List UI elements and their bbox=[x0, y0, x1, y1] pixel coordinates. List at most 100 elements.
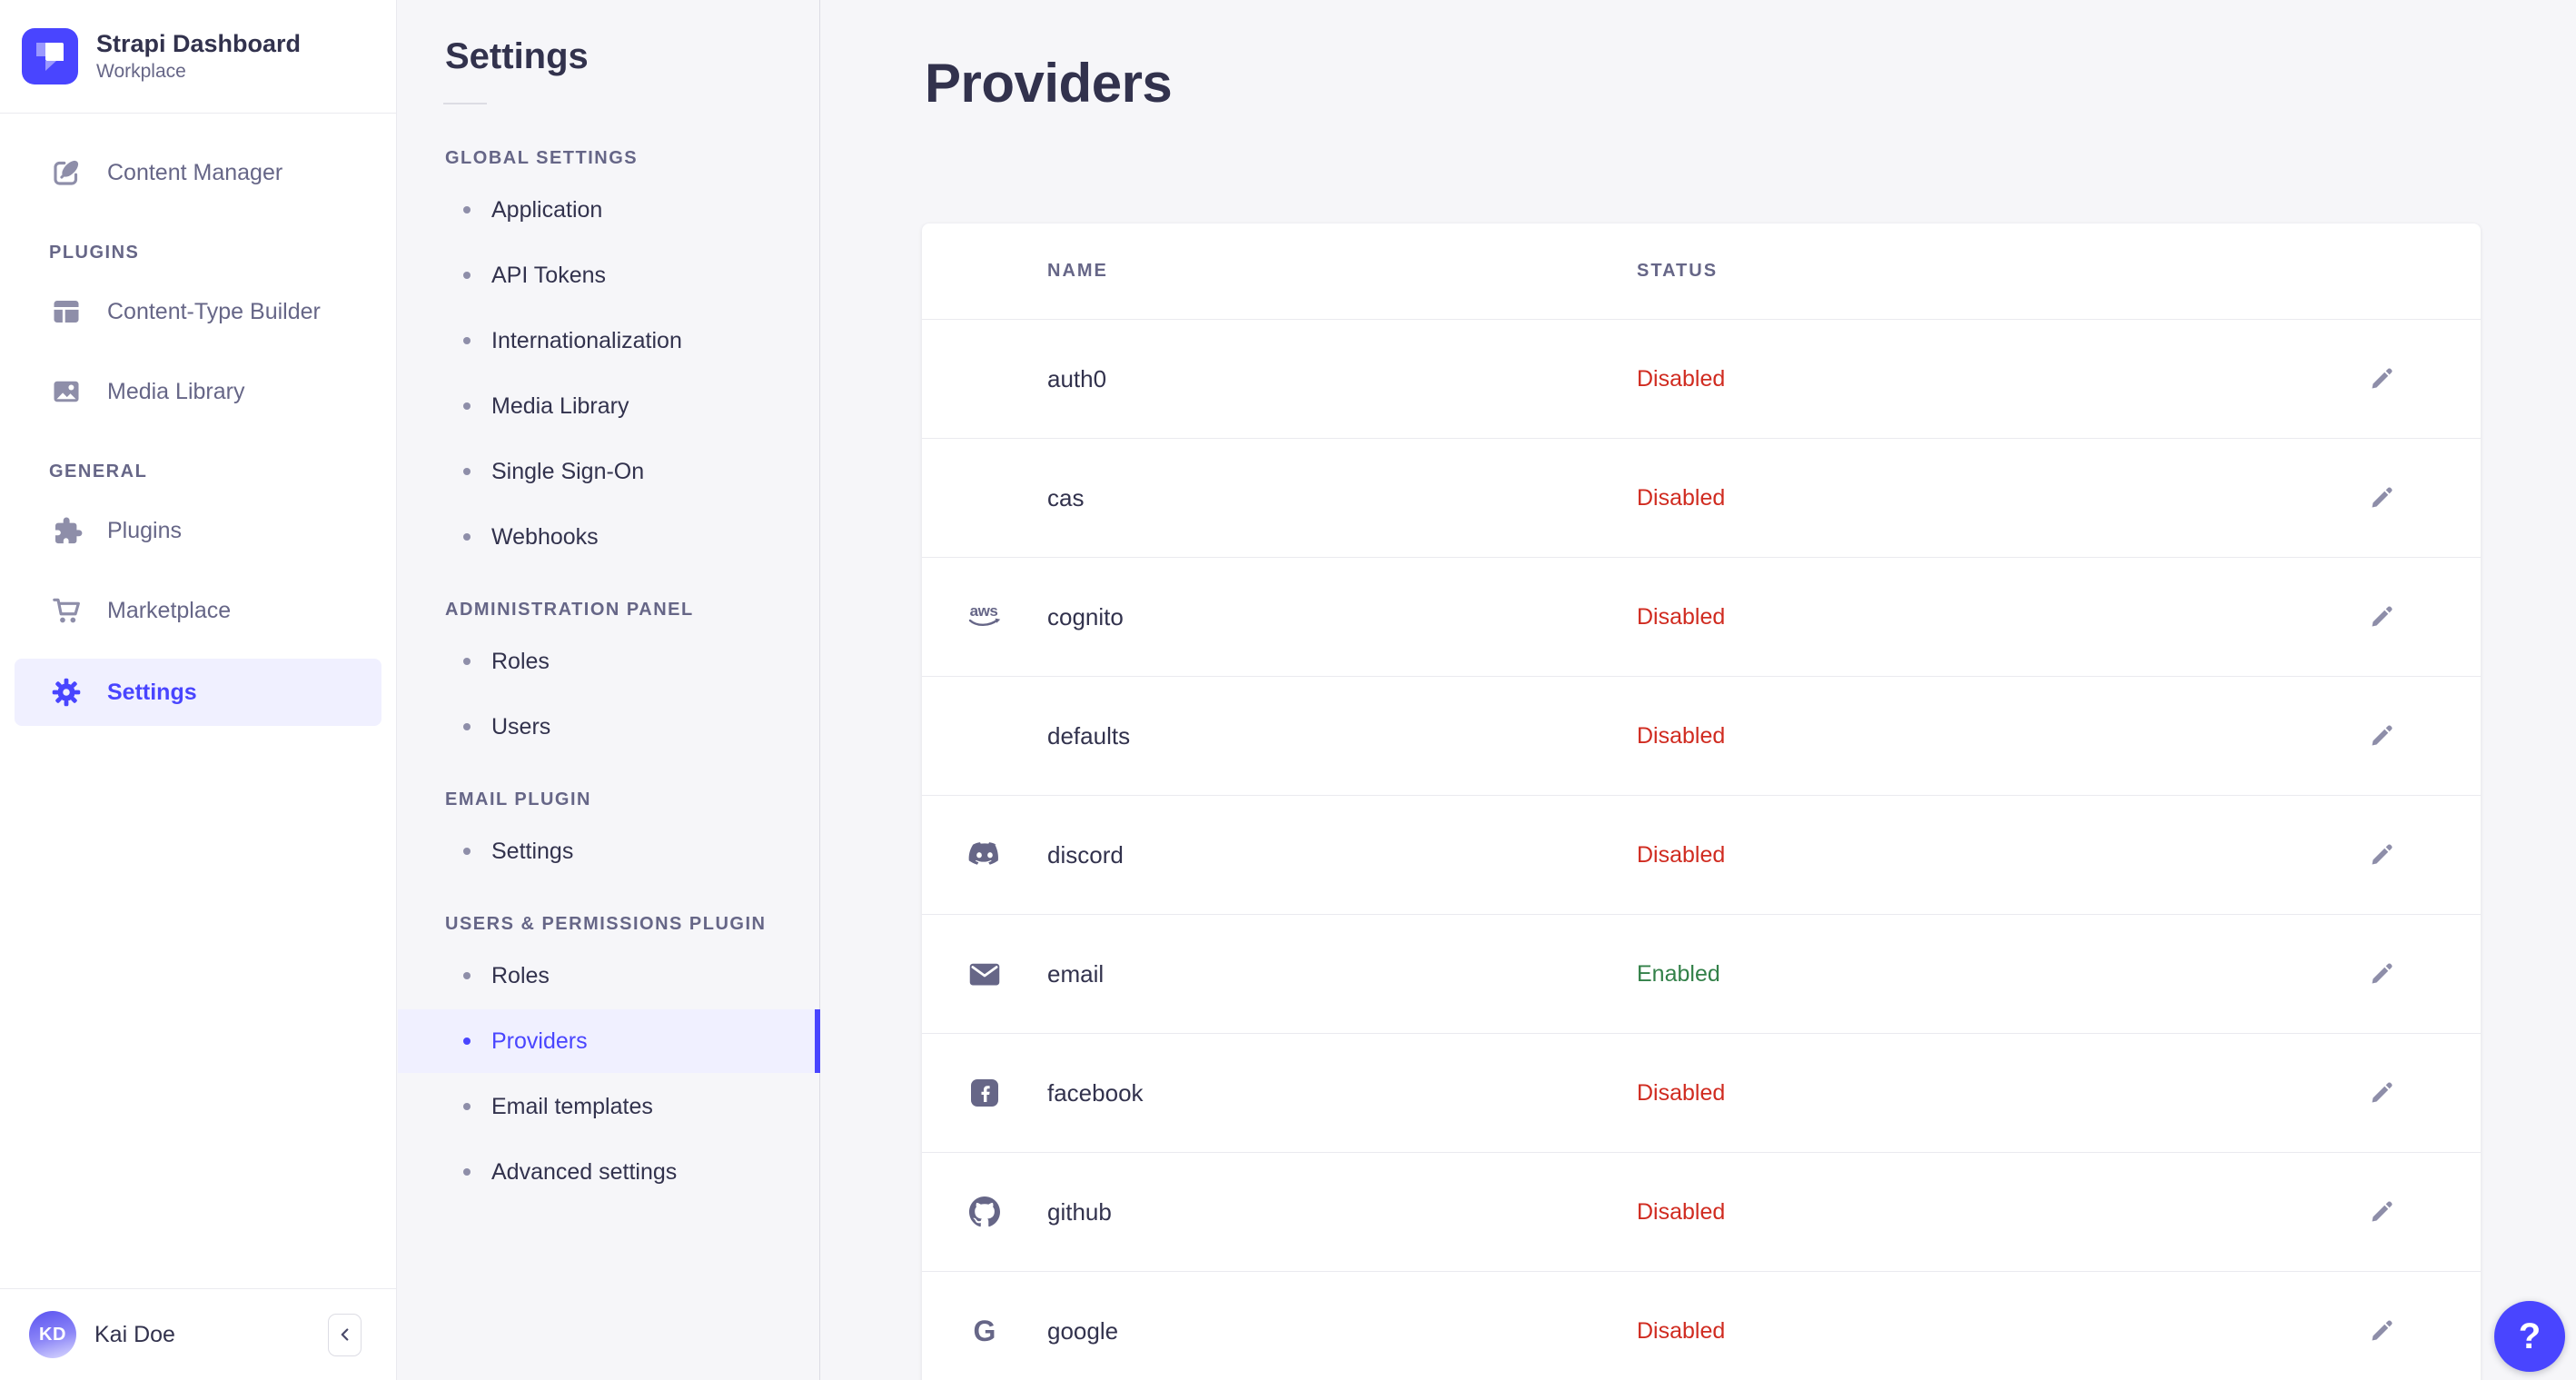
title-divider bbox=[443, 103, 487, 104]
envelope-icon bbox=[968, 960, 1001, 988]
sidebar-item-marketplace[interactable]: Marketplace bbox=[15, 579, 381, 642]
settings-item-label: Media Library bbox=[491, 392, 629, 419]
discord-icon bbox=[967, 841, 1002, 869]
settings-item-label: Roles bbox=[491, 962, 550, 988]
picture-icon bbox=[49, 374, 84, 409]
pencil-icon bbox=[2366, 720, 2397, 751]
sidebar-item-label: Media Library bbox=[107, 378, 245, 404]
settings-item-media-library[interactable]: Media Library bbox=[398, 374, 819, 438]
settings-item-providers[interactable]: Providers bbox=[398, 1009, 820, 1073]
settings-item-admin-users[interactable]: Users bbox=[398, 695, 819, 759]
settings-item-api-tokens[interactable]: API Tokens bbox=[398, 243, 819, 307]
edit-provider-button[interactable] bbox=[2362, 954, 2402, 994]
provider-status: Disabled bbox=[1637, 722, 1726, 749]
github-icon bbox=[969, 1196, 1000, 1227]
provider-icon-cell bbox=[922, 1196, 1047, 1227]
provider-status: Enabled bbox=[1637, 960, 1720, 987]
feather-icon bbox=[49, 155, 84, 190]
settings-item-single-sign-on[interactable]: Single Sign-On bbox=[398, 440, 819, 503]
edit-provider-button[interactable] bbox=[2362, 716, 2402, 756]
bullet-icon bbox=[463, 848, 471, 855]
provider-icon-cell: G bbox=[922, 1315, 1047, 1347]
workspace-switcher[interactable]: Strapi Dashboard Workplace bbox=[0, 0, 396, 114]
page-title: Providers bbox=[925, 53, 1173, 114]
edit-provider-button[interactable] bbox=[2362, 1192, 2402, 1232]
providers-table: NAME STATUS auth0 Disabled cas Disabled bbox=[922, 223, 2481, 1380]
main-content: Providers NAME STATUS auth0 Disabled cas… bbox=[820, 0, 2576, 1380]
pencil-icon bbox=[2366, 958, 2397, 989]
bullet-icon bbox=[463, 1168, 471, 1176]
sidebar-section-general: GENERAL bbox=[49, 462, 148, 482]
puzzle-icon bbox=[49, 513, 84, 548]
facebook-icon bbox=[970, 1078, 999, 1107]
edit-provider-button[interactable] bbox=[2362, 478, 2402, 518]
main-sidebar: Strapi Dashboard Workplace Content Manag… bbox=[0, 0, 397, 1380]
settings-section-global: GLOBAL SETTINGS bbox=[445, 148, 639, 168]
sidebar-item-media-library[interactable]: Media Library bbox=[15, 360, 381, 423]
sidebar-item-label: Content-Type Builder bbox=[107, 298, 321, 324]
app-subtitle: Workplace bbox=[96, 60, 186, 82]
google-icon: G bbox=[968, 1315, 1001, 1347]
svg-text:aws: aws bbox=[970, 602, 998, 620]
settings-item-webhooks[interactable]: Webhooks bbox=[398, 505, 819, 569]
bullet-icon bbox=[463, 337, 471, 344]
table-row: email Enabled bbox=[922, 915, 2481, 1034]
bullet-icon bbox=[463, 402, 471, 410]
settings-item-label: Users bbox=[491, 713, 551, 740]
pencil-icon bbox=[2366, 482, 2397, 513]
collapse-sidebar-button[interactable] bbox=[328, 1313, 362, 1356]
sidebar-item-label: Settings bbox=[107, 679, 197, 705]
settings-item-label: Advanced settings bbox=[491, 1158, 678, 1185]
settings-item-email-templates[interactable]: Email templates bbox=[398, 1075, 819, 1138]
bullet-icon bbox=[463, 468, 471, 475]
table-row: G google Disabled bbox=[922, 1272, 2481, 1380]
settings-item-label: Providers bbox=[491, 1028, 588, 1054]
settings-panel-title: Settings bbox=[445, 36, 589, 76]
edit-provider-button[interactable] bbox=[2362, 597, 2402, 637]
table-row: defaults Disabled bbox=[922, 677, 2481, 796]
provider-status: Disabled bbox=[1637, 1317, 1726, 1344]
pencil-icon bbox=[2366, 1315, 2397, 1346]
user-menu[interactable]: KD Kai Doe bbox=[29, 1311, 328, 1358]
settings-section-admin-panel: ADMINISTRATION PANEL bbox=[445, 600, 694, 620]
provider-icon-cell bbox=[922, 1078, 1047, 1107]
chevron-left-icon bbox=[335, 1325, 355, 1345]
sidebar-item-content-manager[interactable]: Content Manager bbox=[15, 141, 381, 204]
strapi-logo-icon bbox=[22, 28, 78, 84]
settings-item-email-settings[interactable]: Settings bbox=[398, 819, 819, 883]
settings-item-application[interactable]: Application bbox=[398, 178, 819, 242]
provider-name: auth0 bbox=[1047, 364, 1107, 392]
layout-icon bbox=[49, 294, 84, 329]
workspace-text: Strapi Dashboard Workplace bbox=[96, 29, 301, 84]
sidebar-item-plugins[interactable]: Plugins bbox=[15, 499, 381, 562]
bullet-icon bbox=[463, 533, 471, 541]
edit-provider-button[interactable] bbox=[2362, 1311, 2402, 1351]
help-button[interactable]: ? bbox=[2494, 1301, 2565, 1372]
main-navigation: Content Manager PLUGINS Content-Type Bui… bbox=[0, 114, 396, 726]
provider-icon-cell bbox=[922, 841, 1047, 869]
table-row: discord Disabled bbox=[922, 796, 2481, 915]
bullet-icon bbox=[463, 723, 471, 730]
edit-provider-button[interactable] bbox=[2362, 359, 2402, 399]
settings-item-up-roles[interactable]: Roles bbox=[398, 944, 819, 1008]
sidebar-item-settings[interactable]: Settings bbox=[15, 659, 381, 726]
pencil-icon bbox=[2366, 601, 2397, 632]
table-body: auth0 Disabled cas Disabled bbox=[922, 320, 2481, 1380]
settings-item-advanced-settings[interactable]: Advanced settings bbox=[398, 1140, 819, 1204]
provider-status: Disabled bbox=[1637, 1198, 1726, 1225]
settings-item-admin-roles[interactable]: Roles bbox=[398, 630, 819, 693]
table-header: NAME STATUS bbox=[922, 223, 2481, 320]
cart-icon bbox=[49, 593, 84, 628]
aws-icon: aws bbox=[964, 601, 1006, 633]
edit-provider-button[interactable] bbox=[2362, 1073, 2402, 1113]
provider-icon-cell bbox=[922, 960, 1047, 988]
provider-name: defaults bbox=[1047, 721, 1131, 750]
edit-provider-button[interactable] bbox=[2362, 835, 2402, 875]
sidebar-section-plugins: PLUGINS bbox=[49, 243, 140, 263]
sidebar-item-content-type-builder[interactable]: Content-Type Builder bbox=[15, 280, 381, 343]
settings-sub-navigation: Settings GLOBAL SETTINGS Application API… bbox=[398, 0, 820, 1380]
pencil-icon bbox=[2366, 363, 2397, 394]
settings-item-internationalization[interactable]: Internationalization bbox=[398, 309, 819, 372]
provider-status: Disabled bbox=[1637, 603, 1726, 630]
settings-section-users-permissions: USERS & PERMISSIONS PLUGIN bbox=[445, 914, 767, 934]
